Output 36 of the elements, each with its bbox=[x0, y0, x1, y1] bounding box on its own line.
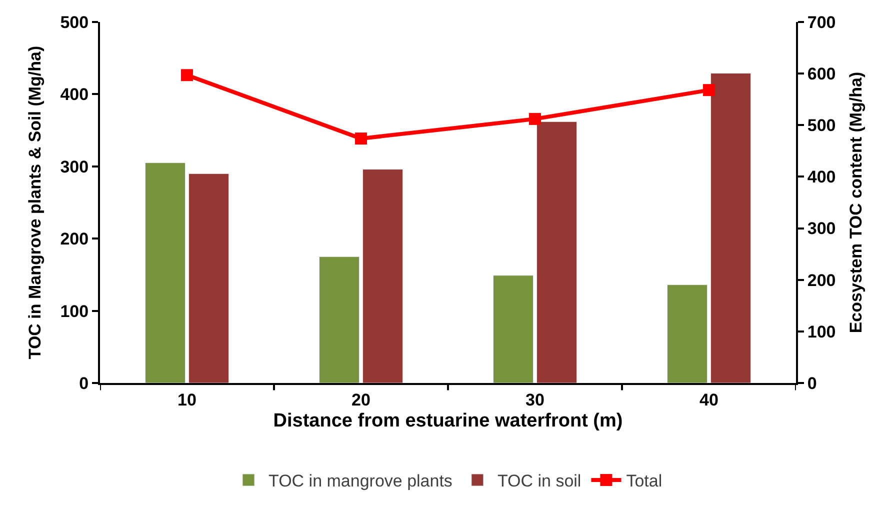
bar bbox=[710, 73, 752, 383]
bar bbox=[666, 284, 708, 383]
x-tick-label: 40 bbox=[700, 390, 718, 410]
y-tick-label: 400 bbox=[60, 85, 89, 104]
bar bbox=[144, 162, 186, 383]
point bbox=[181, 69, 193, 82]
y-tick-label: 500 bbox=[60, 12, 89, 32]
y2-tick-label: 0 bbox=[807, 374, 817, 393]
y-tick-label: 200 bbox=[60, 230, 89, 249]
y2-tick-label: 400 bbox=[807, 168, 836, 187]
x-tick-label: 30 bbox=[526, 390, 544, 410]
bar bbox=[492, 275, 534, 383]
x-axis-title: Distance from estuarine waterfront (m) bbox=[273, 410, 623, 432]
bar bbox=[536, 121, 578, 383]
point bbox=[529, 112, 541, 125]
y2-tick-label: 100 bbox=[807, 322, 836, 342]
y2-tick-label: 600 bbox=[807, 64, 836, 84]
y-tick-label: 0 bbox=[79, 374, 89, 393]
x-tick-label: 10 bbox=[178, 390, 196, 410]
point bbox=[703, 84, 715, 96]
y-tick-label: 300 bbox=[60, 157, 89, 176]
legend-label: Total bbox=[626, 472, 662, 491]
legend-label: TOC in soil bbox=[497, 472, 582, 491]
y-axis-title: TOC in Mangrove plants & Soil (Mg/ha) bbox=[25, 46, 44, 360]
x-tick-label: 20 bbox=[352, 390, 370, 410]
point bbox=[355, 132, 367, 145]
y2-axis-title: Ecosystem TOC content (Mg/ha) bbox=[846, 72, 866, 334]
y2-tick-label: 300 bbox=[807, 219, 836, 238]
bar bbox=[188, 173, 230, 383]
y2-tick-label: 200 bbox=[807, 270, 836, 290]
y2-tick-label: 500 bbox=[807, 116, 836, 136]
y-tick-label: 100 bbox=[60, 302, 89, 321]
y2-tick-label: 700 bbox=[807, 12, 836, 32]
bar bbox=[318, 256, 360, 383]
bar bbox=[362, 169, 404, 383]
legend-label: TOC in mangrove plants bbox=[268, 472, 452, 491]
